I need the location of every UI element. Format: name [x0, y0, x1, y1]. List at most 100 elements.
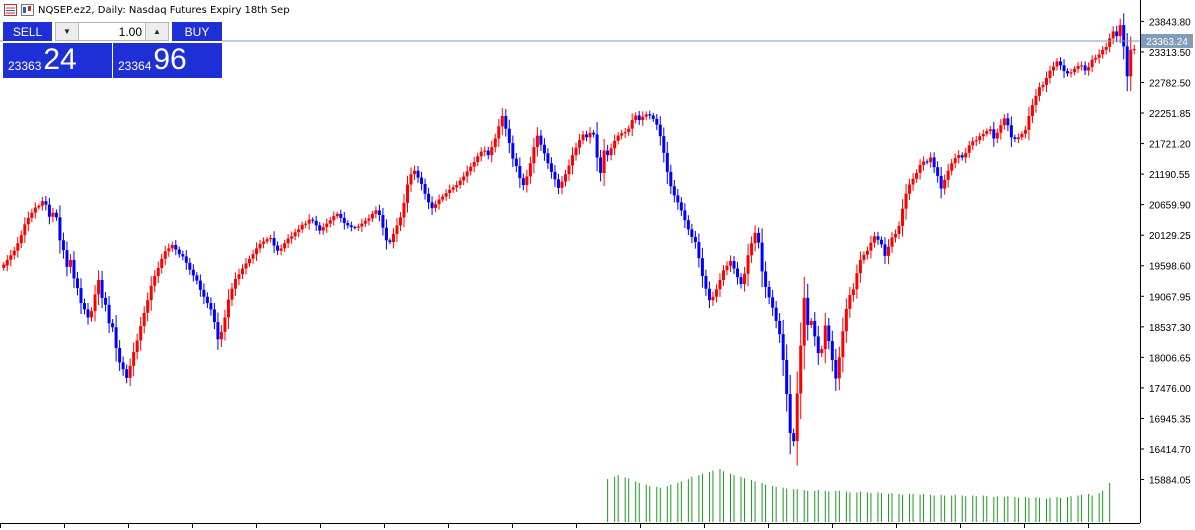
- candle-down: [521, 178, 525, 186]
- candle-down: [514, 158, 518, 167]
- candle-up: [237, 274, 241, 279]
- candle-up: [823, 325, 827, 350]
- candle-down: [830, 341, 834, 361]
- lot-decrease-button[interactable]: ▼: [56, 23, 79, 40]
- candle-down: [542, 144, 546, 154]
- candle-down: [111, 323, 115, 328]
- candle-up: [490, 147, 494, 156]
- candle-down: [61, 240, 65, 251]
- candle-up: [132, 351, 136, 366]
- candle-up: [858, 259, 862, 274]
- candle-up: [809, 320, 813, 325]
- candle-up: [851, 289, 855, 296]
- candle-up: [630, 120, 634, 129]
- candle-up: [1041, 84, 1045, 88]
- candle-down: [774, 307, 778, 321]
- candle-up: [139, 326, 143, 341]
- candle-up: [644, 114, 648, 117]
- candle-up: [265, 239, 269, 242]
- candle-up: [68, 259, 72, 267]
- sell-price-button[interactable]: 23363 24: [3, 43, 112, 78]
- lot-increase-button[interactable]: ▲: [145, 23, 168, 40]
- candle-up: [865, 250, 869, 255]
- candle-up: [714, 289, 718, 297]
- sell-button[interactable]: SELL: [3, 22, 52, 41]
- candle-up: [525, 176, 529, 186]
- candle-up: [37, 205, 41, 208]
- candle-down: [655, 118, 659, 125]
- candle-down: [420, 177, 424, 184]
- candle-down: [760, 242, 764, 272]
- candle-down: [100, 280, 104, 298]
- candle-up: [437, 199, 441, 205]
- candle-down: [276, 245, 280, 251]
- candle-up: [1055, 61, 1059, 67]
- candle-up: [978, 136, 982, 141]
- candle-up: [293, 232, 297, 237]
- candle-down: [665, 152, 669, 172]
- lot-size-input[interactable]: 1.00: [118, 24, 142, 39]
- candle-up: [725, 265, 729, 271]
- candle-up: [374, 210, 378, 214]
- candle-up: [837, 357, 841, 379]
- candle-up: [985, 130, 989, 134]
- candle-up: [325, 223, 329, 228]
- candle-up: [743, 273, 747, 285]
- candle-up: [616, 135, 620, 141]
- candle-down: [58, 217, 62, 241]
- candle-up: [128, 365, 132, 378]
- arrow-up-icon: ▲: [153, 27, 161, 36]
- price-axis-label: 23313.50: [1149, 48, 1191, 59]
- candle-up: [30, 212, 34, 218]
- candle-down: [834, 360, 838, 379]
- candle-up: [613, 140, 617, 149]
- buy-price-button[interactable]: 23364 96: [113, 43, 222, 78]
- price-axis-label: 18006.65: [1149, 353, 1191, 364]
- candle-up: [1094, 57, 1098, 60]
- candle-up: [26, 217, 30, 225]
- candle-down: [177, 249, 181, 255]
- candle-up: [240, 268, 244, 275]
- candle-up: [1097, 54, 1101, 58]
- candle-up: [581, 134, 585, 141]
- candle-up: [233, 278, 237, 289]
- candle-up: [750, 243, 754, 256]
- candle-up: [623, 132, 627, 134]
- candle-up: [1037, 87, 1041, 96]
- candle-down: [539, 135, 543, 145]
- candle-down: [704, 276, 708, 289]
- candle-up: [335, 213, 339, 217]
- candle-up: [163, 251, 167, 259]
- candle-up: [946, 170, 950, 180]
- candle-up: [483, 150, 487, 152]
- sell-price-pips: 24: [43, 43, 77, 76]
- buy-button[interactable]: BUY: [172, 22, 222, 41]
- candle-up: [153, 276, 157, 286]
- candle-up: [872, 236, 876, 243]
- candle-up: [1034, 95, 1038, 106]
- candle-up: [886, 246, 890, 256]
- sell-price-prefix: 23363: [8, 59, 42, 73]
- candle-up: [409, 174, 413, 185]
- candle-down: [318, 225, 322, 231]
- candle-down: [1006, 118, 1010, 126]
- price-axis-label: 22782.50: [1149, 78, 1191, 89]
- candle-down: [672, 186, 676, 196]
- candle-up: [528, 163, 532, 177]
- candle-up: [641, 116, 645, 121]
- candle-down: [349, 225, 353, 228]
- candle-up: [746, 255, 750, 274]
- candle-up: [795, 393, 799, 442]
- candle-down: [658, 124, 662, 137]
- candle-up: [929, 157, 933, 163]
- candle-down: [377, 210, 381, 216]
- lot-size-stepper[interactable]: ▼ 1.00 ▲: [55, 22, 169, 41]
- candle-up: [602, 150, 606, 173]
- candle-up: [908, 184, 912, 194]
- candle-up: [820, 349, 824, 354]
- candle-up: [988, 129, 992, 131]
- candle-up: [799, 345, 803, 394]
- candle-up: [609, 148, 613, 156]
- candle-up: [567, 165, 571, 175]
